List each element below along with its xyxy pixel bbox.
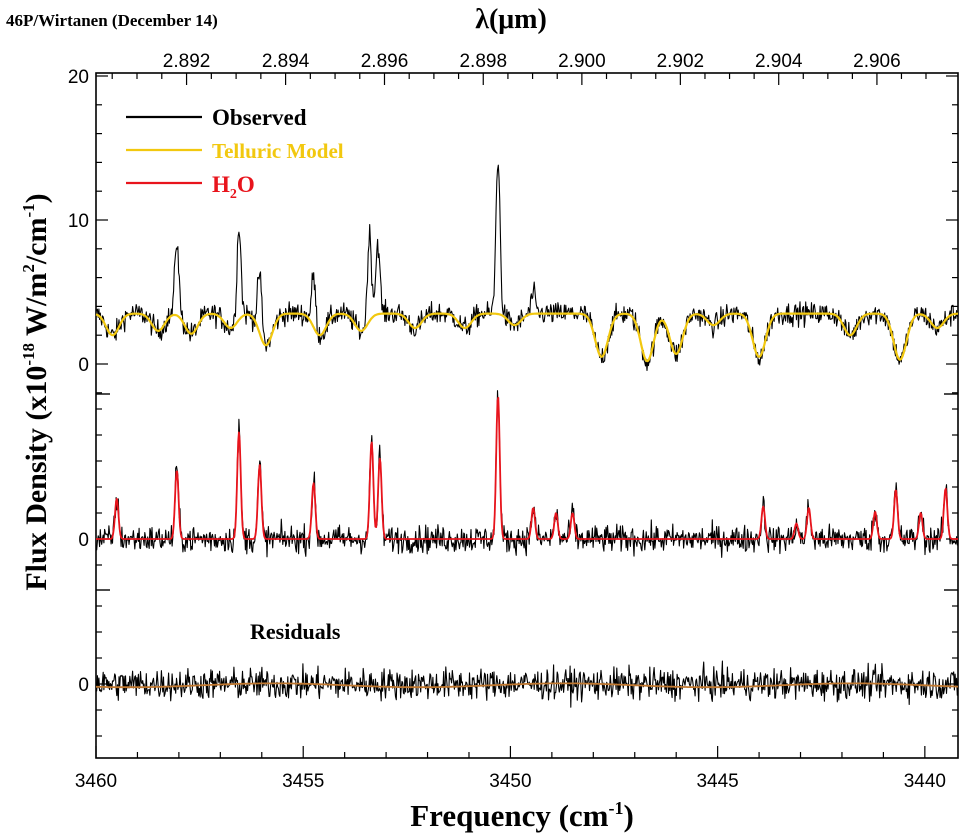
corner-label: 46P/Wirtanen (December 14) xyxy=(6,11,218,30)
top-tick-label: 2.904 xyxy=(755,51,803,72)
top-tick-label: 2.892 xyxy=(163,51,211,72)
top-tick-label: 2.898 xyxy=(459,51,507,72)
y-label-e: /cm xyxy=(20,218,53,266)
residuals-envelope-line xyxy=(95,682,959,689)
top-axis-label: λ(μm) xyxy=(475,4,547,35)
residuals-label: Residuals xyxy=(250,619,341,644)
bottom-axis-label-end: ) xyxy=(623,798,633,833)
bottom-axis-label-sup: -1 xyxy=(608,798,623,818)
y-label-g: ) xyxy=(20,193,53,203)
y-label-b: -18 xyxy=(19,343,38,366)
plot-area xyxy=(95,72,959,759)
top-tick-label: 2.902 xyxy=(657,51,705,72)
legend-h2o-o: O xyxy=(237,172,255,197)
bottom-tick-label: 3460 xyxy=(75,771,117,792)
bottom-tick-label: 3450 xyxy=(489,771,531,792)
bottom-tick-label: 3445 xyxy=(696,771,738,792)
y-tick-labels: 20 10 0 0 0 xyxy=(68,67,89,696)
y-axis-label: Flux Density (x10-18 W/m2/cm-1) xyxy=(19,193,53,590)
plot-frame xyxy=(95,72,959,759)
y-label-f: -1 xyxy=(19,203,38,217)
h2o-model-line xyxy=(95,396,959,540)
legend-h2o-h: H xyxy=(212,172,230,197)
top-tick-label: 2.900 xyxy=(558,51,606,72)
top-tick-label: 2.896 xyxy=(361,51,409,72)
telluric-removed-spectrum xyxy=(95,390,959,558)
bottom-tick-label: 3455 xyxy=(282,771,324,792)
telluric-model-line xyxy=(95,312,959,363)
y-tick-label: 0 xyxy=(78,355,89,376)
legend-label-observed: Observed xyxy=(212,105,307,130)
legend-label-h2o: H2O xyxy=(212,172,255,202)
legend: Observed Telluric Model H2O xyxy=(126,105,344,202)
y-label-a: Flux Density (x10 xyxy=(20,366,53,591)
bottom-axis-label: Frequency (cm-1) xyxy=(410,798,634,833)
bottom-tick-labels: 3460 3455 3450 3445 3440 xyxy=(75,771,946,792)
legend-h2o-sub: 2 xyxy=(230,187,237,202)
y-tick-label: 20 xyxy=(68,67,89,88)
top-tick-label: 2.894 xyxy=(262,51,310,72)
top-tick-labels: 2.892 2.894 2.896 2.898 2.900 2.902 2.904 2.906 xyxy=(163,51,901,72)
panel-dividers xyxy=(96,393,958,591)
y-tick-label: 10 xyxy=(68,211,89,232)
bottom-axis-label-main: Frequency (cm xyxy=(410,798,608,833)
y-label-d: 2 xyxy=(19,264,38,273)
bottom-tick-label: 3440 xyxy=(904,771,946,792)
axis-ticks xyxy=(95,73,958,758)
y-tick-label: 0 xyxy=(78,530,89,551)
series-layer xyxy=(95,164,959,708)
y-tick-label: 0 xyxy=(78,675,89,696)
top-tick-label: 2.906 xyxy=(853,51,901,72)
legend-label-telluric: Telluric Model xyxy=(212,139,344,163)
y-label-c: W/m xyxy=(20,273,53,343)
